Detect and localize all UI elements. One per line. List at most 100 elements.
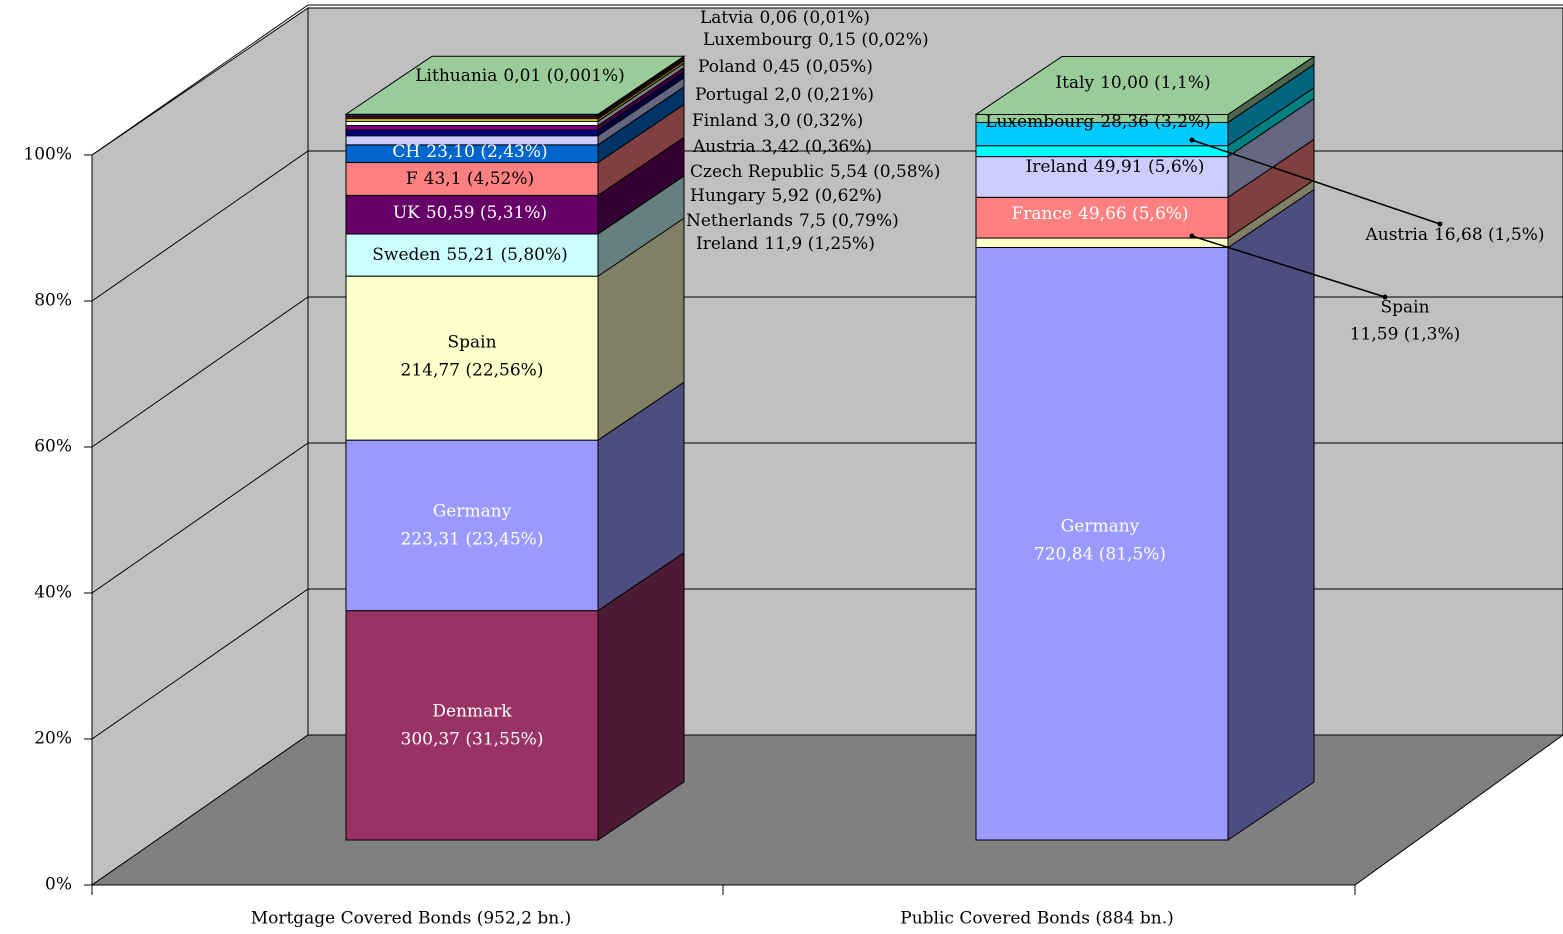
value-label: 0,01 (0,001%) bbox=[503, 66, 624, 86]
bar-segment bbox=[345, 275, 599, 441]
bar-segment bbox=[345, 233, 599, 277]
segment-name: Ireland bbox=[696, 234, 758, 254]
segment-name: Denmark bbox=[432, 702, 512, 722]
segment-name: Luxembourg bbox=[985, 112, 1094, 132]
segment-label: Sweden 55,21 (5,80%) bbox=[372, 245, 568, 265]
segment-label: Portugal 2,0 (0,21%) bbox=[695, 85, 874, 105]
segment-label: Netherlands 7,5 (0,79%) bbox=[686, 211, 899, 231]
segment-label: Ireland 11,9 (1,25%) bbox=[696, 234, 875, 254]
value-label: 3,0 (0,32%) bbox=[764, 111, 864, 131]
leader-dot bbox=[1189, 233, 1195, 239]
segment-label: Poland 0,45 (0,05%) bbox=[698, 57, 873, 77]
segment-name: Netherlands bbox=[686, 211, 793, 231]
segment-label: France 49,66 (5,6%) bbox=[1011, 204, 1188, 224]
value-label: 49,91 (5,6%) bbox=[1094, 157, 1205, 177]
x-tick-label: Mortgage Covered Bonds (952,2 bn.) bbox=[251, 909, 572, 929]
labels: 0% 20% 40% 60% 80% 100% Mortgage Covered Bonds… bbox=[23, 8, 1544, 929]
segment-name: Portugal bbox=[695, 85, 768, 105]
segment-label: Austria 3,42 (0,36%) bbox=[692, 137, 872, 157]
segment-name: Ireland bbox=[1026, 157, 1088, 177]
bar-segment bbox=[975, 145, 1229, 158]
leader-dot bbox=[1189, 137, 1195, 143]
segment-label: CH 23,10 (2,43%) bbox=[392, 142, 547, 162]
value-label: 43,1 (4,52%) bbox=[424, 169, 535, 189]
bar-segment bbox=[975, 246, 1229, 841]
value-label: 5,54 (0,58%) bbox=[830, 162, 941, 182]
grid-line bbox=[91, 4, 1563, 156]
segment-name: Czech Republic bbox=[690, 162, 824, 182]
segment-name: Latvia bbox=[700, 8, 753, 28]
leader-dot bbox=[1382, 294, 1388, 300]
value-label: 55,21 (5,80%) bbox=[446, 245, 567, 265]
y-tick-label: 0% bbox=[45, 875, 72, 895]
segment-label: F 43,1 (4,52%) bbox=[406, 169, 534, 189]
segment-name: Spain bbox=[447, 333, 496, 353]
value-label: 28,36 (3,2%) bbox=[1100, 112, 1211, 132]
segment-name: Austria bbox=[1364, 225, 1427, 245]
y-tick-label: 100% bbox=[23, 145, 72, 165]
bar-top bbox=[344, 55, 686, 115]
segment-label: Czech Republic 5,54 (0,58%) bbox=[690, 162, 940, 182]
segment-name: France bbox=[1011, 204, 1072, 224]
bar-segment bbox=[345, 129, 599, 137]
value-label: 11,9 (1,25%) bbox=[764, 234, 875, 254]
leader-line bbox=[1191, 235, 1386, 298]
bar-top bbox=[974, 55, 1316, 115]
segment-name: F bbox=[406, 169, 418, 189]
x-tick-label: Public Covered Bonds (884 bn.) bbox=[900, 909, 1174, 929]
bar-segment bbox=[345, 125, 599, 131]
bar-segment bbox=[345, 194, 599, 235]
value-label: 0,45 (0,05%) bbox=[762, 57, 873, 77]
y-tick-label: 20% bbox=[34, 729, 72, 749]
segment-name: Poland bbox=[698, 57, 757, 77]
segment-name: Lithuania bbox=[415, 66, 497, 86]
side-wall bbox=[91, 7, 309, 886]
segment-name: UK bbox=[393, 203, 420, 223]
value-label: 50,59 (5,31%) bbox=[426, 203, 547, 223]
segment-name: Luxembourg bbox=[703, 30, 812, 50]
value-label: 5,92 (0,62%) bbox=[771, 186, 882, 206]
segment-label: Luxembourg 28,36 (3,2%) bbox=[985, 112, 1211, 132]
segment-label: UK 50,59 (5,31%) bbox=[393, 203, 547, 223]
value-label: 16,68 (1,5%) bbox=[1434, 225, 1545, 245]
value-label: 0,15 (0,02%) bbox=[818, 30, 929, 50]
segment-label: Italy 10,00 (1,1%) bbox=[1055, 73, 1210, 93]
bar-segment bbox=[345, 610, 599, 841]
segment-label: Luxembourg 0,15 (0,02%) bbox=[703, 30, 929, 50]
y-tick-label: 60% bbox=[34, 437, 72, 457]
value-label: 10,00 (1,1%) bbox=[1100, 73, 1211, 93]
value-label: 7,5 (0,79%) bbox=[799, 211, 899, 231]
value-label: 214,77 (22,56%) bbox=[401, 361, 544, 381]
value-label: 300,37 (31,55%) bbox=[401, 730, 544, 750]
segment-name: Austria bbox=[692, 137, 755, 157]
value-label: 49,66 (5,6%) bbox=[1078, 204, 1189, 224]
segment-label: Latvia 0,06 (0,01%) bbox=[700, 8, 870, 28]
segment-name: Finland bbox=[692, 111, 758, 131]
segment-name: Hungary bbox=[690, 186, 766, 206]
segment-name: CH bbox=[392, 142, 420, 162]
value-label: 3,42 (0,36%) bbox=[761, 137, 872, 157]
segment-label: Lithuania 0,01 (0,001%) bbox=[415, 66, 624, 86]
value-label: 720,84 (81,5%) bbox=[1034, 545, 1166, 565]
value-label: 0,06 (0,01%) bbox=[759, 8, 870, 28]
bars bbox=[344, 55, 1316, 841]
segment-label: Hungary 5,92 (0,62%) bbox=[690, 186, 882, 206]
bar-segment bbox=[345, 439, 599, 612]
bar-segment bbox=[345, 120, 599, 127]
bar-segment-side bbox=[1227, 188, 1315, 841]
bar-segment bbox=[975, 196, 1229, 239]
floor bbox=[90, 734, 1563, 886]
leader-line bbox=[1191, 139, 1441, 225]
segment-name: Germany bbox=[1061, 517, 1140, 537]
y-tick-label: 80% bbox=[34, 291, 72, 311]
segment-name: Spain bbox=[1380, 298, 1429, 318]
segment-label: Austria 16,68 (1,5%) bbox=[1364, 225, 1544, 245]
y-tick-label: 40% bbox=[34, 583, 72, 603]
segment-name: Italy bbox=[1055, 73, 1094, 93]
bar-segment bbox=[975, 237, 1229, 248]
segment-label: Finland 3,0 (0,32%) bbox=[692, 111, 863, 131]
segment-label: Ireland 49,91 (5,6%) bbox=[1026, 157, 1205, 177]
segment-name: Sweden bbox=[372, 245, 440, 265]
segment-name: Germany bbox=[433, 502, 512, 522]
